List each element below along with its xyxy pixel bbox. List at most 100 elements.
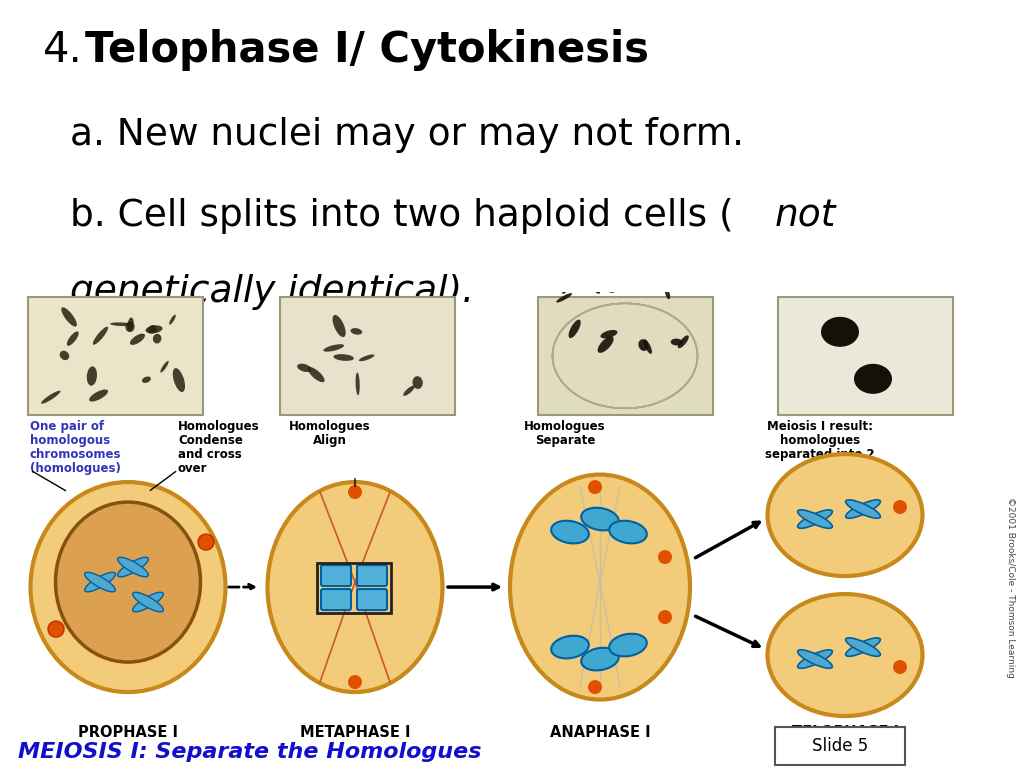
Ellipse shape (173, 368, 185, 392)
Ellipse shape (556, 293, 572, 303)
Bar (775, 727, 905, 765)
Ellipse shape (334, 354, 354, 361)
FancyBboxPatch shape (321, 589, 351, 610)
FancyBboxPatch shape (357, 589, 387, 610)
Text: chromosomes: chromosomes (30, 448, 122, 461)
Text: (homologues): (homologues) (30, 462, 121, 475)
Text: homologues: homologues (780, 434, 860, 447)
Bar (317, 563, 391, 613)
Ellipse shape (639, 277, 652, 290)
Ellipse shape (598, 278, 615, 293)
Text: PROPHASE I: PROPHASE I (78, 725, 178, 740)
Text: b. Cell splits into two haploid cells (: b. Cell splits into two haploid cells ( (70, 198, 733, 234)
Ellipse shape (600, 330, 617, 339)
Text: Telophase I/ Cytokinesis: Telophase I/ Cytokinesis (85, 29, 649, 71)
Circle shape (893, 660, 907, 674)
Ellipse shape (798, 510, 833, 528)
Bar (778, 297, 953, 415)
Circle shape (198, 534, 214, 550)
Circle shape (48, 621, 63, 637)
Text: Align: Align (313, 434, 347, 447)
Text: Homologues: Homologues (289, 420, 371, 433)
Ellipse shape (568, 319, 581, 338)
Ellipse shape (846, 638, 881, 657)
Text: Slide 5: Slide 5 (812, 737, 868, 755)
Ellipse shape (798, 650, 833, 668)
Ellipse shape (798, 650, 833, 668)
Ellipse shape (609, 521, 647, 544)
Ellipse shape (89, 389, 109, 402)
Circle shape (588, 680, 602, 694)
Ellipse shape (145, 326, 163, 333)
Ellipse shape (130, 333, 145, 345)
Ellipse shape (854, 364, 892, 394)
Ellipse shape (324, 344, 344, 352)
Ellipse shape (350, 328, 362, 335)
Circle shape (658, 610, 672, 624)
Circle shape (893, 500, 907, 514)
FancyBboxPatch shape (321, 565, 351, 586)
Text: separated into 2: separated into 2 (765, 448, 874, 461)
Bar (280, 297, 455, 415)
Ellipse shape (125, 322, 134, 332)
Circle shape (658, 550, 672, 564)
Text: homologous: homologous (30, 434, 111, 447)
Ellipse shape (59, 351, 70, 360)
Bar (538, 297, 713, 415)
Ellipse shape (161, 361, 169, 372)
Ellipse shape (510, 475, 690, 700)
Ellipse shape (551, 521, 589, 544)
Ellipse shape (267, 482, 442, 692)
Text: ANAPHASE I: ANAPHASE I (550, 725, 650, 740)
Text: genetically identical).: genetically identical). (70, 274, 474, 310)
Ellipse shape (67, 332, 79, 346)
FancyBboxPatch shape (357, 565, 387, 586)
Ellipse shape (147, 325, 157, 333)
Ellipse shape (403, 386, 415, 396)
Ellipse shape (578, 280, 592, 291)
Ellipse shape (638, 339, 648, 351)
Ellipse shape (846, 500, 881, 518)
Ellipse shape (358, 355, 375, 361)
Ellipse shape (61, 307, 77, 326)
Text: One pair of: One pair of (30, 420, 104, 433)
Ellipse shape (333, 315, 346, 337)
Ellipse shape (665, 287, 670, 300)
Ellipse shape (128, 317, 134, 331)
Ellipse shape (798, 510, 833, 528)
Ellipse shape (153, 334, 162, 343)
Text: Homologues: Homologues (178, 420, 260, 433)
Ellipse shape (85, 572, 116, 592)
Ellipse shape (582, 508, 618, 531)
Ellipse shape (355, 372, 359, 396)
Bar (28, 297, 203, 415)
Ellipse shape (413, 376, 423, 389)
Ellipse shape (41, 391, 60, 404)
Ellipse shape (55, 502, 201, 662)
Ellipse shape (582, 647, 618, 670)
Text: TELOPHASE I: TELOPHASE I (792, 725, 898, 740)
Text: and cross: and cross (178, 448, 242, 461)
Ellipse shape (118, 558, 148, 577)
Ellipse shape (587, 279, 600, 294)
Ellipse shape (551, 636, 589, 658)
Text: Homologues: Homologues (524, 420, 606, 433)
Text: METAPHASE I: METAPHASE I (300, 725, 411, 740)
Text: not: not (775, 198, 837, 234)
Ellipse shape (768, 454, 923, 576)
Text: Separate: Separate (535, 434, 595, 447)
Ellipse shape (85, 572, 116, 592)
Ellipse shape (846, 638, 881, 657)
Ellipse shape (307, 367, 325, 382)
Text: a. New nuclei may or may not form.: a. New nuclei may or may not form. (70, 117, 743, 153)
Ellipse shape (133, 592, 164, 612)
Ellipse shape (562, 281, 573, 294)
Circle shape (348, 485, 362, 499)
Ellipse shape (110, 323, 132, 326)
Ellipse shape (87, 366, 97, 386)
Ellipse shape (846, 500, 881, 518)
Ellipse shape (297, 364, 311, 372)
Ellipse shape (133, 592, 164, 612)
Ellipse shape (678, 336, 689, 349)
Ellipse shape (142, 376, 151, 383)
